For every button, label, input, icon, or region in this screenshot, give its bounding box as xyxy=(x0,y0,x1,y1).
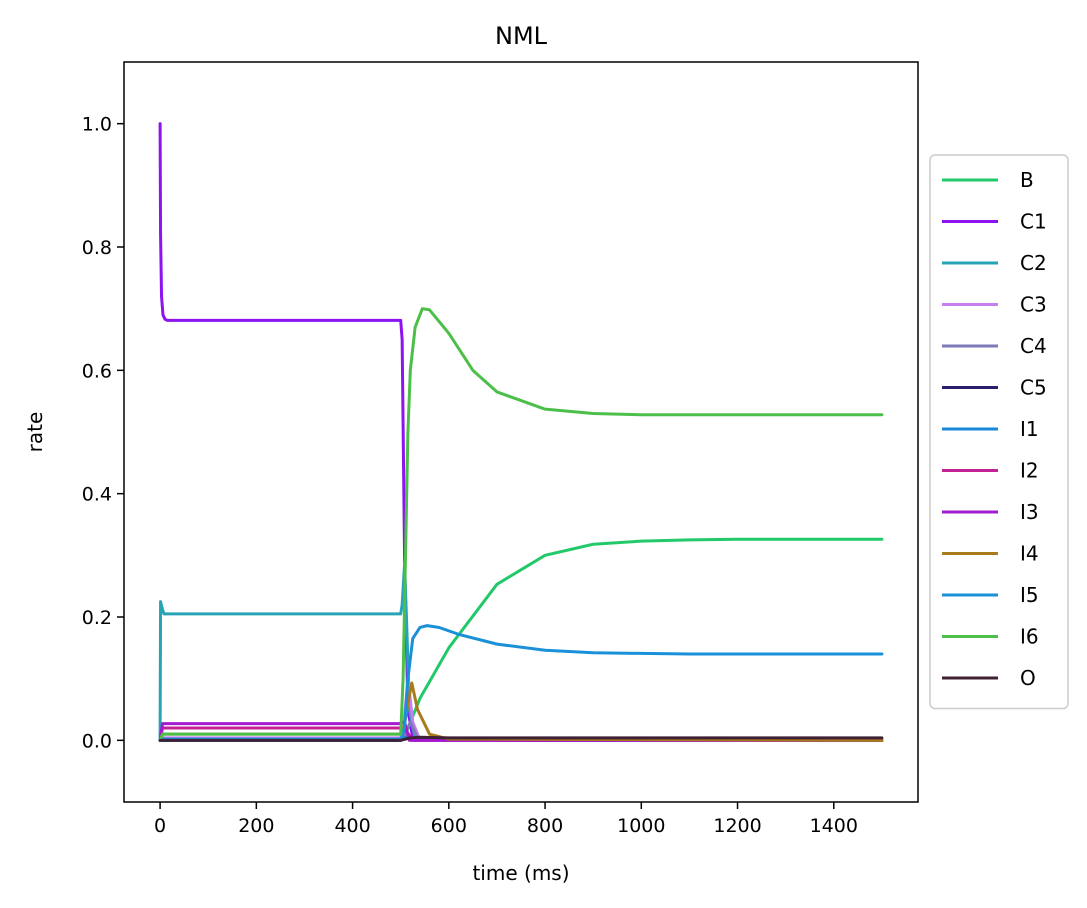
x-tick-label: 1000 xyxy=(617,815,665,837)
y-tick-label: 0.8 xyxy=(82,237,112,259)
legend-label: I2 xyxy=(1020,459,1039,483)
x-tick-label: 400 xyxy=(334,815,370,837)
legend-label: I5 xyxy=(1020,583,1039,607)
legend-label: I3 xyxy=(1020,500,1039,524)
x-tick-label: 200 xyxy=(238,815,274,837)
legend-label: C4 xyxy=(1020,334,1047,358)
plot-frame xyxy=(123,61,919,803)
legend-label: I6 xyxy=(1020,625,1039,649)
legend: B C1 C2 C3 C4 C5 I1 I2 I3 I4 I5 I6 O xyxy=(929,154,1069,710)
series-line-i5 xyxy=(158,624,884,742)
y-axis: 0.0 0.2 0.4 0.6 0.8 1.0 xyxy=(82,114,124,752)
legend-label: C3 xyxy=(1020,293,1047,317)
x-tick-label: 600 xyxy=(431,815,467,837)
x-tick-label: 1400 xyxy=(810,815,858,837)
chart-title: NML xyxy=(495,22,548,50)
x-axis: 0 200 400 600 800 1000 1200 1400 xyxy=(154,802,858,837)
series-layer xyxy=(158,122,884,742)
legend-label: I1 xyxy=(1020,417,1039,441)
y-tick-label: 0.6 xyxy=(82,360,112,382)
legend-label: B xyxy=(1020,168,1034,192)
legend-label: I4 xyxy=(1020,542,1039,566)
x-tick-label: 0 xyxy=(154,815,166,837)
legend-label: C1 xyxy=(1020,210,1047,234)
x-axis-title: time (ms) xyxy=(472,861,569,885)
y-tick-label: 0.4 xyxy=(82,484,112,506)
x-tick-label: 800 xyxy=(527,815,563,837)
legend-label: O xyxy=(1020,666,1036,690)
legend-label: C2 xyxy=(1020,251,1047,275)
legend-frame xyxy=(929,154,1069,710)
y-tick-label: 0.0 xyxy=(82,730,112,752)
series-line-i6 xyxy=(158,307,884,742)
y-axis-title: rate xyxy=(23,412,47,453)
y-tick-label: 0.2 xyxy=(82,607,112,629)
y-tick-label: 1.0 xyxy=(82,114,112,136)
legend-label: C5 xyxy=(1020,376,1047,400)
series-line-o xyxy=(158,735,884,742)
x-tick-label: 1200 xyxy=(713,815,761,837)
